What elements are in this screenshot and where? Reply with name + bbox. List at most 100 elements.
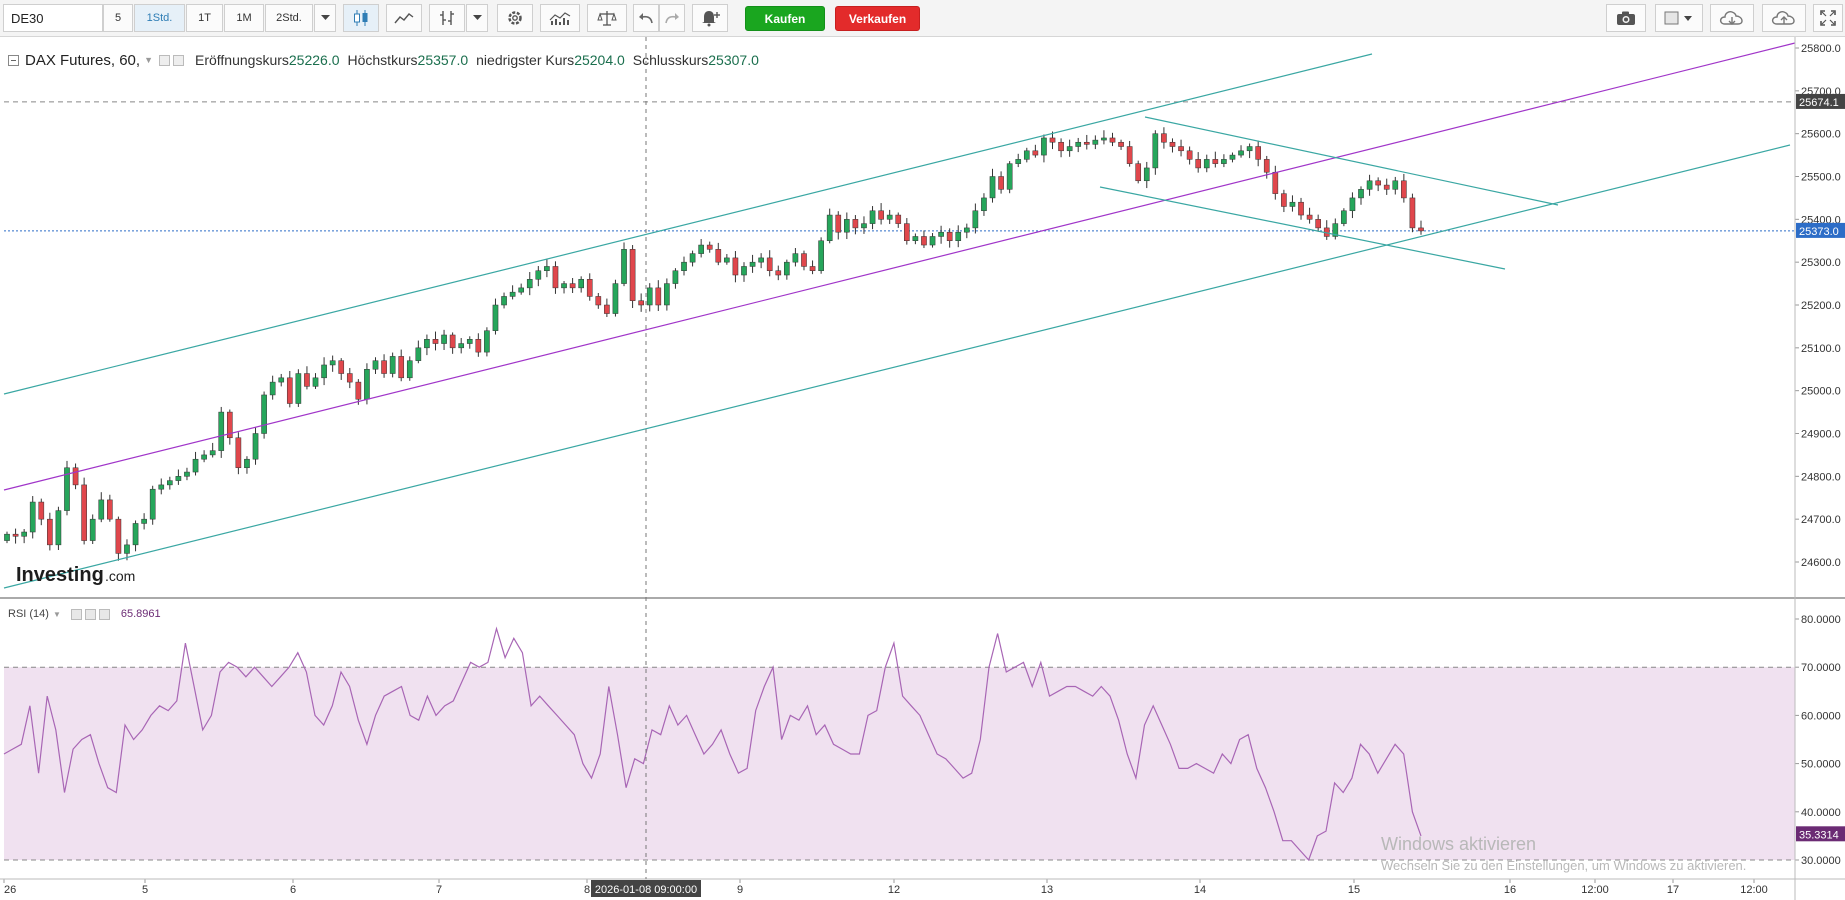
falling-channel-lower-line[interactable]	[1099, 186, 1506, 270]
channel-lower-line[interactable]	[3, 144, 1791, 589]
candle-body	[1058, 141, 1064, 152]
candle	[312, 373, 319, 389]
buy-button[interactable]: Kaufen	[745, 6, 825, 31]
candle-body	[449, 334, 456, 349]
candle	[586, 273, 593, 301]
time-tick-label: 14	[1194, 884, 1206, 896]
screenshot-button[interactable]	[1606, 4, 1646, 32]
candle-body	[304, 373, 310, 387]
candle-body	[621, 249, 627, 284]
candle	[1341, 208, 1347, 227]
candle	[64, 460, 70, 516]
trend-line[interactable]	[3, 42, 1796, 491]
candle	[235, 432, 242, 475]
candlestick-type-button[interactable]	[343, 4, 379, 32]
candle	[321, 357, 327, 386]
interval-5min-button[interactable]: 5	[103, 4, 133, 32]
visibility-toggle-icon[interactable]	[70, 608, 82, 620]
interval-2h-button[interactable]: 2Std.	[265, 4, 313, 32]
settings-button[interactable]	[497, 4, 533, 32]
candle-body	[201, 454, 207, 460]
high-label: Höchstkurs	[347, 52, 418, 68]
candle	[432, 331, 439, 351]
candle	[1315, 214, 1321, 232]
interval-dropdown-button[interactable]	[314, 4, 336, 32]
candle	[766, 250, 773, 277]
candle	[809, 260, 816, 275]
chevron-down-icon[interactable]: ▼	[144, 55, 153, 65]
collapse-pane-icon[interactable]	[8, 54, 19, 66]
candle-body	[64, 467, 70, 511]
settings-small-icon[interactable]	[84, 608, 96, 620]
visibility-toggle-icon[interactable]	[158, 54, 170, 66]
rsi-band	[4, 667, 1795, 860]
camera-icon	[1617, 11, 1635, 25]
candle	[364, 363, 370, 405]
indicators-button[interactable]	[540, 4, 580, 32]
candle-body	[1272, 171, 1279, 194]
candle-body	[1375, 180, 1381, 186]
candle-body	[552, 266, 559, 289]
channel-upper-line[interactable]	[3, 53, 1373, 395]
candle-body	[372, 360, 379, 370]
indicators-icon	[549, 12, 571, 25]
candle	[1212, 151, 1219, 168]
alert-button[interactable]	[692, 4, 728, 32]
candle	[424, 334, 430, 356]
cloud-load-button[interactable]	[1710, 4, 1754, 32]
chart-canvas[interactable]: Investing .com 25800.025700.025600.025500…	[0, 37, 1845, 900]
falling-channel-upper-line[interactable]	[1144, 116, 1559, 206]
ohlc-type-button[interactable]	[429, 4, 465, 32]
chart-overlay: Windows aktivieren Wechseln Sie zu den Ei…	[0, 37, 1845, 900]
candle	[1409, 193, 1416, 233]
candle-body	[381, 360, 387, 374]
candle	[244, 456, 250, 474]
line-chart-type-button[interactable]	[386, 4, 422, 32]
layout-square-icon	[1664, 11, 1692, 25]
settings-small-icon[interactable]	[172, 54, 184, 66]
candle	[406, 356, 413, 381]
layout-button[interactable]	[1655, 4, 1703, 32]
fullscreen-icon	[1820, 10, 1836, 26]
price-pane: Investing .com	[3, 42, 1796, 589]
candle-body	[286, 377, 293, 404]
time-axis[interactable]: 26 5 6 7 8 9 12 13 14 15 16 12:00 17 12:00 2026-01-08 …	[3, 879, 1768, 897]
candle-body	[441, 334, 447, 344]
price-tick-label: 25500.0	[1801, 172, 1841, 184]
candle-body	[1341, 210, 1347, 224]
candle-body	[1401, 180, 1407, 199]
candle-body	[1409, 197, 1416, 229]
redo-button[interactable]	[659, 4, 685, 32]
candle	[1246, 143, 1253, 159]
undo-button[interactable]	[633, 4, 659, 32]
close-icon[interactable]	[98, 608, 110, 620]
candle	[304, 366, 310, 390]
candle	[98, 492, 105, 523]
interval-1h-button[interactable]: 1Std.	[134, 4, 185, 32]
candle	[844, 212, 850, 240]
candle	[758, 253, 764, 269]
rsi-current-tag: 35.3314	[1796, 826, 1845, 842]
symbol-input[interactable]	[3, 4, 103, 32]
candle-body	[1383, 184, 1390, 190]
chevron-down-icon[interactable]: ▼	[52, 609, 61, 619]
candle-body	[1092, 139, 1099, 145]
compare-button[interactable]	[587, 4, 627, 32]
cloud-save-button[interactable]	[1762, 4, 1806, 32]
candle	[518, 283, 525, 295]
chart-type-dropdown-button[interactable]	[466, 4, 488, 32]
candle-body	[209, 450, 216, 456]
candle	[1349, 192, 1356, 219]
candle	[1221, 154, 1227, 168]
time-tick-label: 12	[888, 884, 900, 896]
candle	[655, 280, 662, 311]
rsi-axis[interactable]: 80.0000 70.0000 60.0000 50.0000 40.0000 30.00…	[1795, 614, 1845, 867]
candle	[89, 514, 96, 545]
candle-body	[47, 518, 53, 546]
fullscreen-button[interactable]	[1813, 4, 1843, 32]
sell-button[interactable]: Verkaufen	[835, 6, 920, 31]
price-axis[interactable]: 25800.025700.025600.025500.025400.025300…	[1795, 43, 1845, 569]
interval-1m-button[interactable]: 1M	[224, 4, 264, 32]
interval-1d-button[interactable]: 1T	[186, 4, 223, 32]
candle-body	[355, 381, 362, 400]
